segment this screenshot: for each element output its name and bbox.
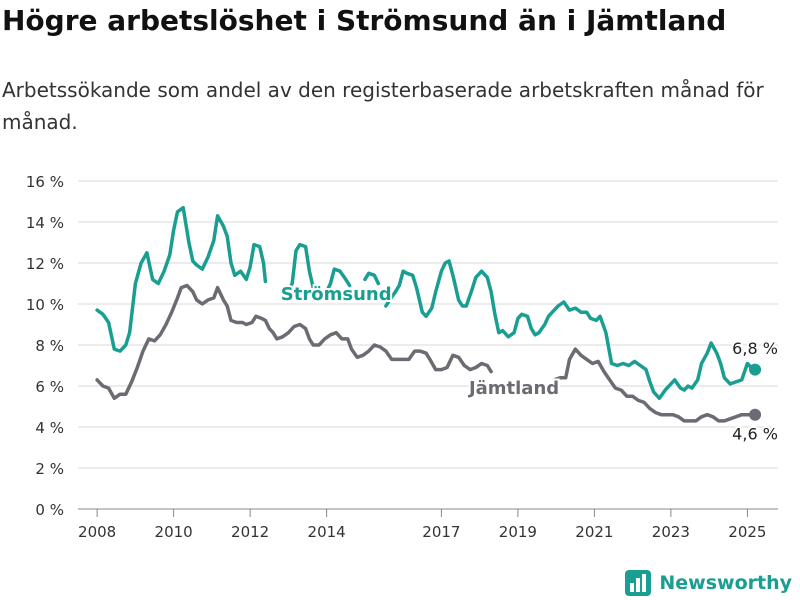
y-axis-ticks: 0 % 2 % 4 % 6 % 8 % 10 % 12 % 14 % 16 % bbox=[26, 173, 64, 519]
series-line-jamtland bbox=[95, 283, 493, 401]
end-value-label-jamtland: 4,6 % bbox=[732, 424, 778, 443]
x-tick-label: 2012 bbox=[231, 523, 269, 541]
x-tick-label: 2010 bbox=[155, 523, 193, 541]
y-tick-label: 8 % bbox=[35, 337, 64, 355]
series-labels: Strömsund Jämtland 6,8 % 4,6 % bbox=[279, 282, 780, 445]
x-tick-label: 2017 bbox=[422, 523, 460, 541]
x-tick-label: 2008 bbox=[78, 523, 116, 541]
y-tick-label: 16 % bbox=[26, 173, 64, 191]
y-tick-label: 2 % bbox=[35, 460, 64, 478]
x-axis-ticks: 2008 2010 2012 2014 2017 2019 2021 2023 2025 bbox=[78, 509, 766, 541]
end-point-stromsund bbox=[749, 363, 762, 376]
x-tick-label: 2023 bbox=[652, 523, 690, 541]
chart-title: Högre arbetslöshet i Strömsund än i Jämt… bbox=[2, 4, 727, 37]
end-point-jamtland bbox=[749, 408, 762, 421]
brand-name: Newsworthy bbox=[659, 572, 792, 594]
y-tick-label: 10 % bbox=[26, 296, 64, 314]
end-value-label-stromsund: 6,8 % bbox=[732, 339, 778, 358]
newsworthy-logo-icon bbox=[625, 570, 652, 596]
y-tick-label: 14 % bbox=[26, 214, 64, 232]
series-line-stromsund bbox=[286, 242, 315, 294]
chart-subtitle: Arbetssökande som andel av den registerb… bbox=[2, 78, 764, 134]
x-tick-label: 2019 bbox=[499, 523, 537, 541]
x-tick-label: 2014 bbox=[308, 523, 346, 541]
series-label-stromsund: Strömsund bbox=[281, 284, 392, 305]
series-line-stromsund bbox=[363, 271, 381, 286]
grid-lines bbox=[78, 180, 778, 510]
x-tick-label: 2025 bbox=[728, 523, 766, 541]
y-tick-label: 12 % bbox=[26, 255, 64, 273]
series-lines bbox=[95, 205, 762, 423]
y-tick-label: 6 % bbox=[35, 378, 64, 396]
series-line-stromsund bbox=[384, 259, 757, 401]
brand-logo: Newsworthy bbox=[625, 568, 792, 598]
series-label-jamtland: Jämtland bbox=[467, 378, 559, 399]
series-line-stromsund bbox=[95, 205, 268, 353]
series-line-stromsund bbox=[322, 267, 352, 298]
x-tick-label: 2021 bbox=[575, 523, 613, 541]
y-tick-label: 0 % bbox=[35, 501, 64, 519]
y-tick-label: 4 % bbox=[35, 419, 64, 437]
series-line-jamtland bbox=[552, 347, 757, 423]
